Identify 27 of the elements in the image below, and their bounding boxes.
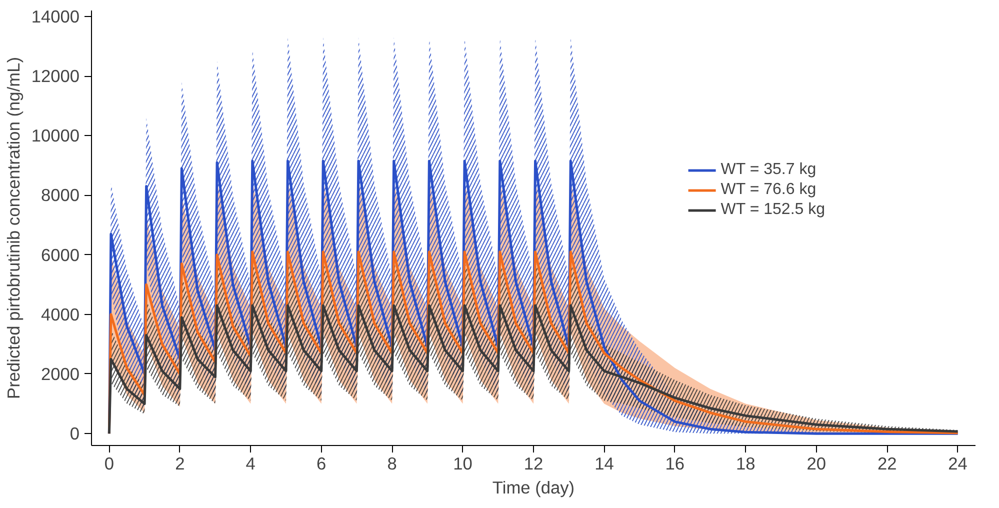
x-tick-label: 2 (175, 454, 185, 474)
x-tick-label: 8 (387, 454, 397, 474)
legend-label: WT = 35.7 kg (720, 161, 816, 179)
x-tick-label: 0 (104, 454, 114, 474)
line-series (108, 304, 960, 435)
y-axis-title: Predicted pirtobrutinib concentration (ng/mL) (3, 57, 24, 399)
y-tick-label: 2000 (40, 364, 80, 384)
x-tick-label: 22 (877, 454, 897, 474)
y-tick-label: 4000 (40, 304, 80, 324)
x-tick-label: 24 (948, 454, 968, 474)
x-tick-label: 12 (524, 454, 544, 474)
y-tick-label: 6000 (40, 244, 80, 265)
y-tick-label: 10000 (31, 126, 80, 146)
legend-label: WT = 152.5 kg (720, 201, 825, 219)
x-tick-label: 16 (665, 454, 685, 474)
y-tick-label: 14000 (31, 6, 80, 26)
y-tick-label: 0 (70, 424, 80, 444)
x-tick-label: 20 (806, 454, 826, 474)
x-tick-label: 10 (453, 454, 472, 474)
y-tick-label: 12000 (31, 66, 80, 86)
x-tick-label: 6 (316, 454, 326, 474)
y-tick-label: 8000 (40, 185, 80, 206)
x-tick-label: 18 (736, 454, 756, 474)
x-axis-title: Time (day) (492, 478, 575, 498)
legend-label: WT = 76.6 kg (720, 181, 816, 199)
x-tick-label: 4 (246, 454, 256, 474)
x-tick-label: 14 (594, 454, 614, 474)
